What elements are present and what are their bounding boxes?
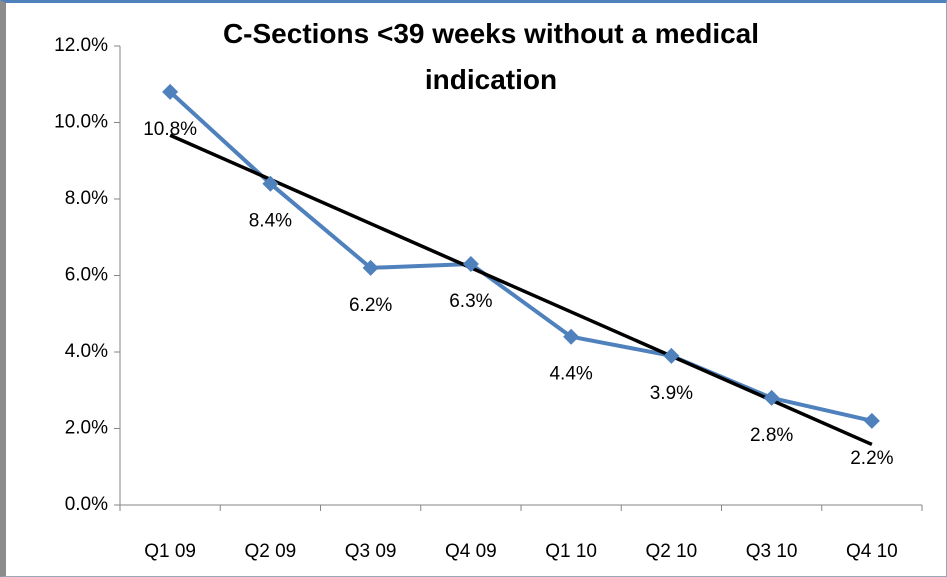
data-point [663, 347, 680, 364]
data-point [462, 256, 479, 273]
y-tick-label: 2.0% [65, 418, 108, 439]
data-point [863, 412, 880, 429]
y-tick-label: 0.0% [65, 494, 108, 515]
data-label: 8.4% [249, 211, 292, 232]
data-label: 6.3% [449, 291, 492, 312]
data-label: 10.8% [143, 119, 197, 140]
data-point [262, 175, 279, 192]
y-tick-label: 10.0% [54, 112, 108, 133]
data-point [563, 328, 580, 345]
chart: 0.0% 2.0% 4.0% 6.0% 8.0% 10.0% 12.0% Q1 09 Q2 09… [54, 35, 923, 562]
x-tick-label: Q4 10 [846, 541, 898, 562]
data-point [162, 83, 179, 100]
x-tick-label: Q2 09 [244, 541, 296, 562]
data-label: 2.2% [850, 448, 893, 469]
y-tick-label: 12.0% [54, 35, 108, 56]
data-label: 3.9% [650, 383, 693, 404]
x-tick-label: Q1 09 [144, 541, 196, 562]
x-tick-label: Q3 10 [746, 541, 798, 562]
chart-title: C-Sections <39 weeks without a medical i… [222, 18, 760, 95]
y-tick-label: 8.0% [65, 188, 108, 209]
data-label: 2.8% [750, 425, 793, 446]
data-point [763, 389, 780, 406]
series-line [168, 90, 873, 423]
data-label: 4.4% [549, 364, 592, 385]
x-tick-label: Q2 10 [645, 541, 697, 562]
trendline [169, 133, 873, 447]
y-tick-label: 4.0% [65, 341, 108, 362]
data-point [362, 259, 379, 276]
x-tick-label: Q4 09 [445, 541, 497, 562]
y-tick-label: 6.0% [65, 265, 108, 286]
x-tick-label: Q3 09 [345, 541, 397, 562]
data-label: 6.2% [349, 295, 392, 316]
x-tick-label: Q1 10 [545, 541, 597, 562]
